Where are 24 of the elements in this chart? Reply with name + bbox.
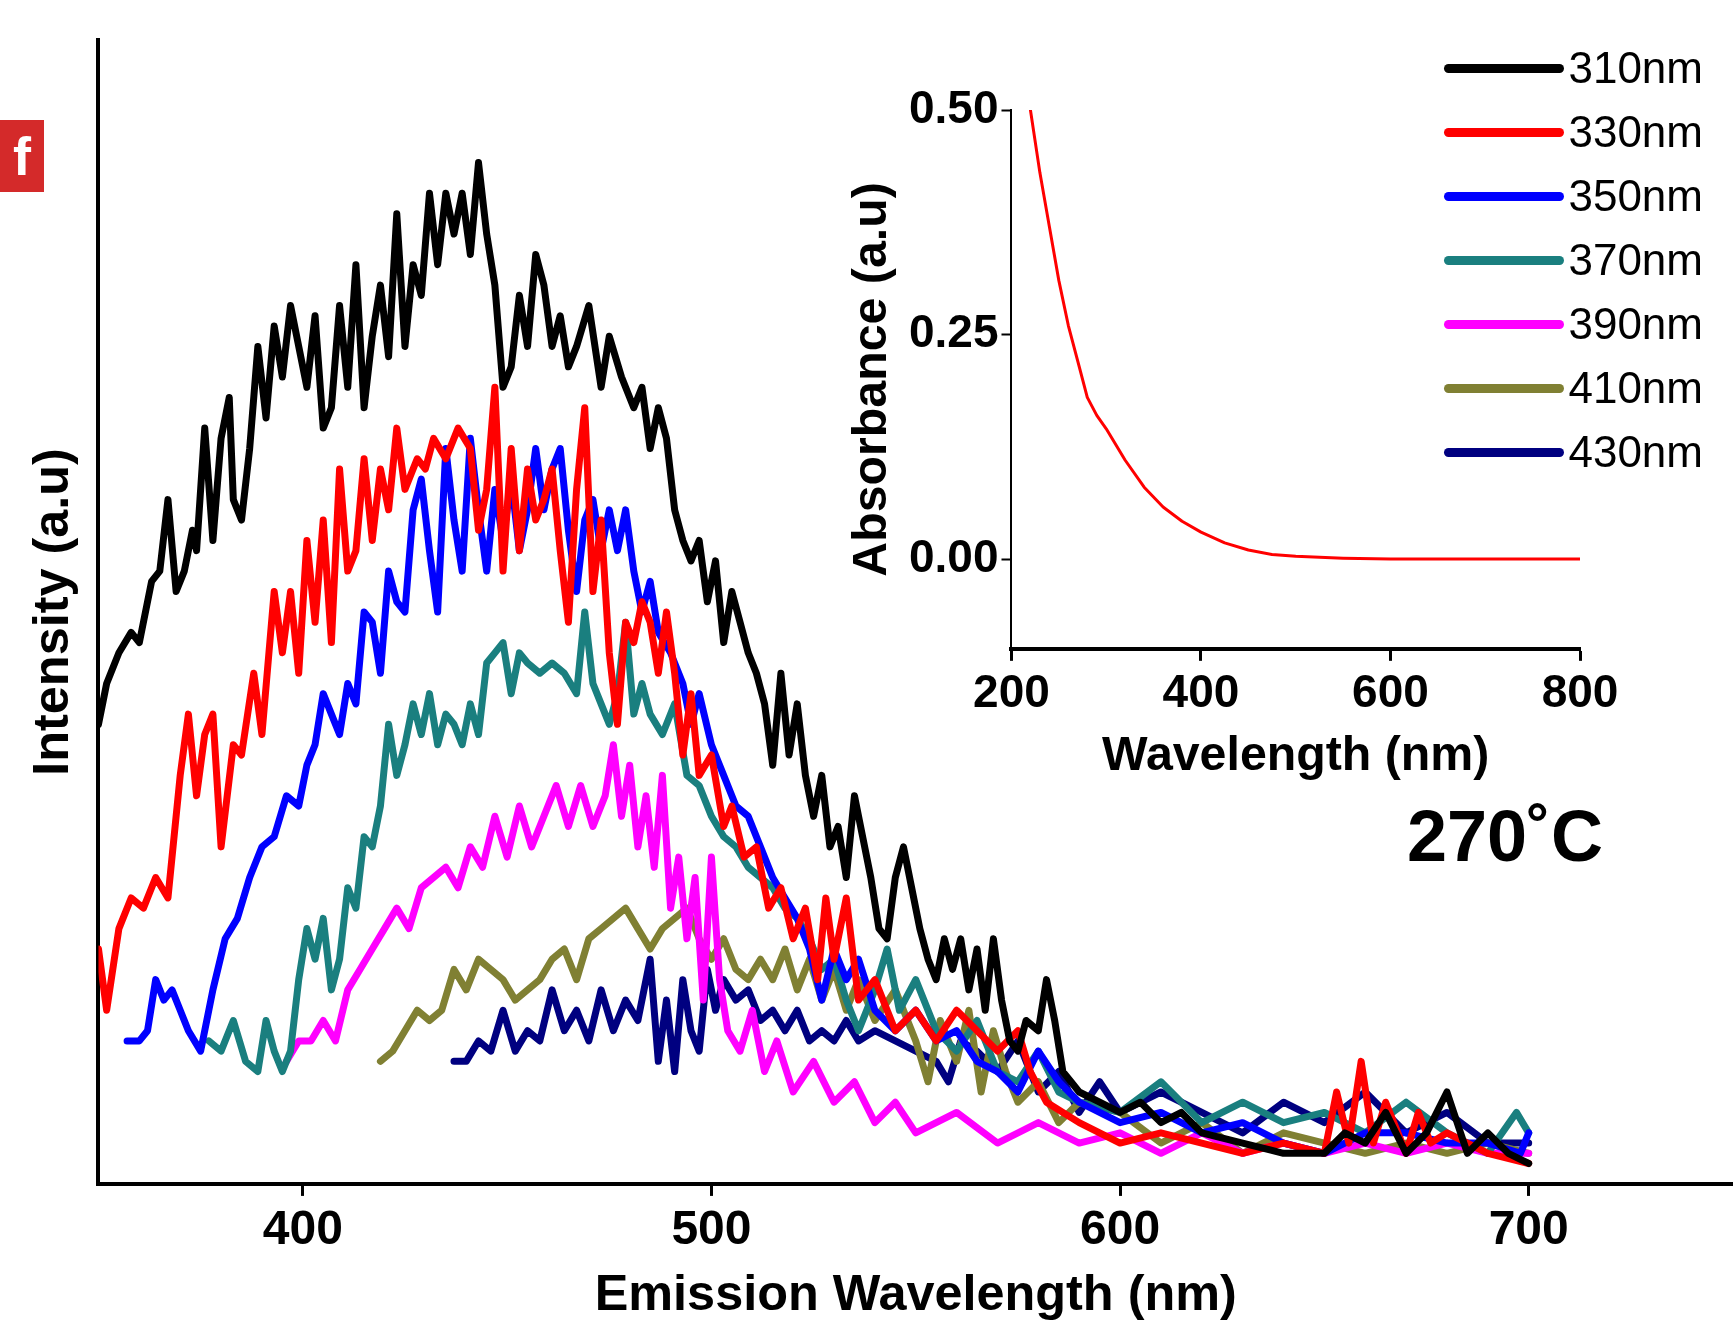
x-tick-label: 800 [1541,665,1619,718]
legend-label: 310nm [1568,42,1703,94]
legend-label: 370nm [1568,234,1703,286]
x-tick-label: 500 [671,1200,752,1254]
legend-label: 390nm [1568,298,1703,350]
y-tick-label: 0.00 [908,529,999,582]
y-axis-title: Intensity (a.u) [22,448,80,776]
legend-label: 430nm [1568,426,1703,478]
x-tick-label: 400 [262,1200,343,1254]
x-tick-label: 600 [1352,665,1429,718]
legend-label: 350nm [1568,170,1703,222]
legend-label: 410nm [1568,362,1703,414]
x-tick-label: 600 [1080,1200,1161,1254]
legend-label: 330nm [1568,106,1703,158]
y-axis-title: Absorbance (a.u) [842,182,897,577]
y-tick-label: 0.50 [908,80,999,133]
x-tick-label: 400 [1162,665,1240,718]
x-tick-label: 200 [973,665,1050,718]
x-tick-label: 700 [1488,1200,1569,1254]
y-tick-label: 0.25 [908,305,999,358]
annotation: 270˚C [1406,795,1603,877]
text: f [0,120,44,192]
x-axis-title: Wavelength (nm) [1102,726,1490,781]
x-axis-title: Emission Wavelength (nm) [594,1263,1237,1321]
